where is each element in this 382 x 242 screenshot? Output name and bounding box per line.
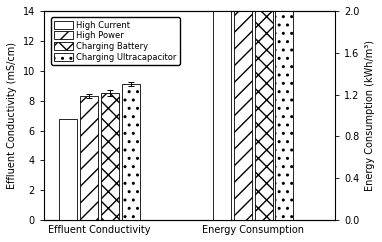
- Bar: [234, 0, 252, 220]
- Bar: [121, 84, 139, 220]
- Bar: [275, 0, 293, 220]
- Bar: [80, 96, 98, 220]
- Y-axis label: Energy Consumption (kWh/m³): Energy Consumption (kWh/m³): [365, 40, 375, 191]
- Bar: [213, 0, 231, 220]
- Legend: High Current, High Power, Charging Battery, Charging Ultracapacitor: High Current, High Power, Charging Batte…: [51, 17, 180, 65]
- Bar: [101, 93, 119, 220]
- Y-axis label: Effluent Conductivity (mS/cm): Effluent Conductivity (mS/cm): [7, 42, 17, 189]
- Bar: [60, 119, 78, 220]
- Bar: [255, 0, 273, 220]
